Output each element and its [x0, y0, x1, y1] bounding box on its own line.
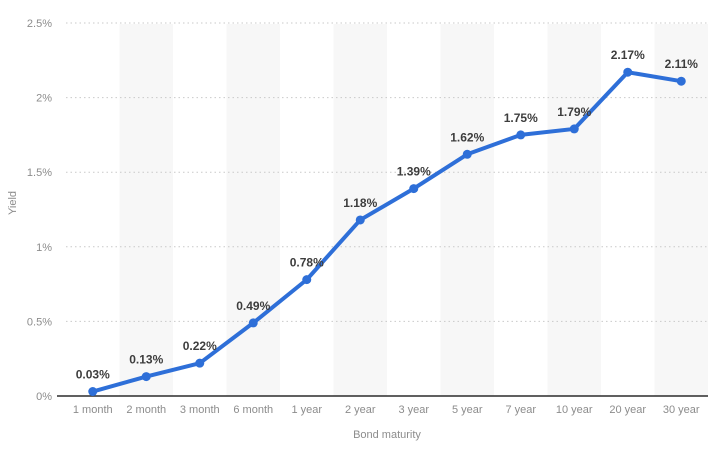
y-axis-title: Yield	[7, 190, 19, 216]
data-point-marker[interactable]	[462, 149, 472, 159]
x-axis-title: Bond maturity	[353, 429, 421, 441]
data-point-label: 0.13%	[129, 353, 163, 367]
plot-band	[440, 24, 494, 396]
y-tick-label: 2%	[36, 93, 52, 105]
data-point-label: 1.79%	[557, 105, 591, 119]
data-point-label: 0.03%	[76, 368, 110, 382]
data-point-marker[interactable]	[355, 215, 365, 225]
y-tick-label: 1.5%	[27, 167, 52, 179]
y-tick-label: 1%	[36, 242, 52, 254]
data-point-label: 0.22%	[183, 339, 217, 353]
data-point-marker[interactable]	[409, 184, 419, 194]
data-point-label: 2.17%	[611, 48, 645, 62]
data-point-label: 0.49%	[236, 299, 270, 313]
data-point-marker[interactable]	[248, 318, 258, 328]
data-point-label: 1.18%	[343, 196, 377, 210]
x-tick-label: 10 year	[556, 404, 593, 416]
data-point-marker[interactable]	[302, 275, 312, 285]
data-point-label: 1.39%	[397, 165, 431, 179]
data-point-marker[interactable]	[623, 67, 633, 77]
data-point-label: 1.62%	[450, 130, 484, 144]
data-point-marker[interactable]	[195, 358, 205, 368]
y-tick-label: 2.5%	[27, 18, 52, 30]
data-point-marker[interactable]	[141, 372, 151, 382]
x-tick-label: 1 month	[73, 404, 113, 416]
x-tick-label: 3 year	[398, 404, 429, 416]
data-point-label: 1.75%	[504, 111, 538, 125]
x-tick-label: 20 year	[609, 404, 646, 416]
plot-band	[226, 24, 280, 396]
x-tick-label: 3 month	[180, 404, 220, 416]
data-point-label: 2.11%	[665, 57, 699, 71]
data-point-label: 0.78%	[290, 256, 324, 270]
y-tick-label: 0%	[36, 391, 52, 403]
data-point-marker[interactable]	[676, 76, 686, 86]
x-tick-label: 2 year	[345, 404, 376, 416]
plot-band	[119, 24, 173, 396]
plot-band	[654, 24, 708, 396]
data-point-marker[interactable]	[88, 387, 98, 397]
data-point-marker[interactable]	[569, 124, 579, 134]
data-point-marker[interactable]	[516, 130, 526, 140]
y-tick-label: 0.5%	[27, 316, 52, 328]
x-tick-label: 2 month	[126, 404, 166, 416]
x-tick-label: 5 year	[452, 404, 483, 416]
x-tick-label: 30 year	[663, 404, 700, 416]
x-tick-label: 1 year	[291, 404, 322, 416]
x-tick-label: 7 year	[505, 404, 536, 416]
yield-line	[90, 70, 684, 394]
x-tick-label: 6 month	[233, 404, 273, 416]
plot-band	[547, 24, 601, 396]
